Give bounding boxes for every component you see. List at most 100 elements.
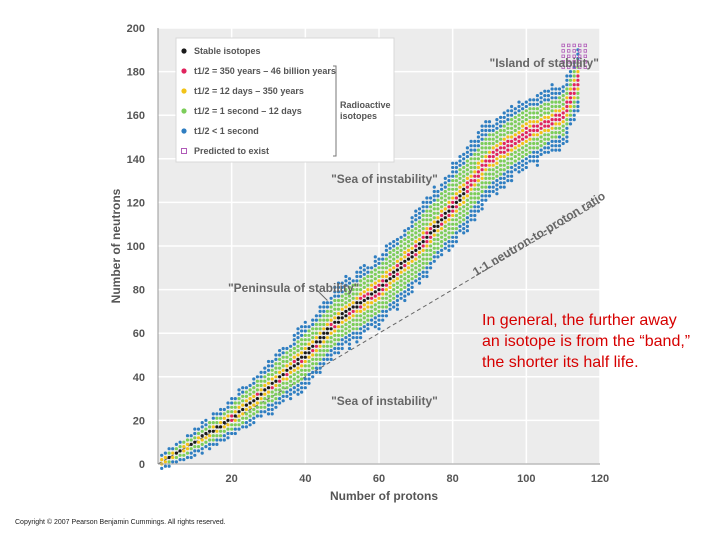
short-halflife-point <box>532 115 536 119</box>
very-short-halflife-point <box>189 455 193 460</box>
long-halflife-point <box>568 96 573 100</box>
very-short-halflife-point <box>572 118 576 122</box>
very-short-halflife-point <box>506 118 510 122</box>
short-halflife-point <box>252 407 256 412</box>
long-halflife-point <box>440 222 444 226</box>
short-halflife-point <box>381 266 385 270</box>
medium-halflife-point <box>266 381 271 385</box>
short-halflife-point <box>373 307 377 311</box>
very-short-halflife-point <box>557 144 562 148</box>
short-halflife-point <box>167 451 171 455</box>
stable-isotope-point <box>244 403 248 407</box>
very-short-halflife-point <box>215 438 219 442</box>
long-halflife-point <box>506 139 510 143</box>
very-short-halflife-point <box>370 322 374 327</box>
very-short-halflife-point <box>491 124 495 128</box>
medium-halflife-point <box>300 364 304 368</box>
short-halflife-point <box>554 104 558 109</box>
short-halflife-point <box>399 248 403 252</box>
very-short-halflife-point <box>226 436 230 440</box>
long-halflife-point <box>546 120 551 124</box>
short-halflife-point <box>502 163 506 167</box>
very-short-halflife-point <box>333 351 337 355</box>
very-short-halflife-point <box>568 74 573 78</box>
medium-halflife-point <box>495 161 499 165</box>
short-halflife-point <box>307 359 311 364</box>
very-short-halflife-point <box>292 390 296 394</box>
very-short-halflife-point <box>193 431 197 436</box>
short-halflife-point <box>469 161 473 165</box>
short-halflife-point <box>510 152 514 156</box>
very-short-halflife-point <box>410 285 414 289</box>
predicted-isotopes <box>561 43 587 69</box>
medium-halflife-point <box>366 288 370 292</box>
short-halflife-point <box>495 131 499 135</box>
short-halflife-point <box>395 255 399 259</box>
short-halflife-point <box>278 366 282 370</box>
short-halflife-point <box>462 213 466 218</box>
short-halflife-point <box>436 211 440 215</box>
short-halflife-point <box>373 277 377 281</box>
medium-halflife-point <box>196 440 201 444</box>
very-short-halflife-point <box>565 131 569 135</box>
x-tick-label: 100 <box>517 473 535 485</box>
very-short-halflife-point <box>451 235 455 239</box>
short-halflife-point <box>392 257 396 261</box>
medium-halflife-point <box>384 288 388 292</box>
short-halflife-point <box>388 298 392 303</box>
long-halflife-point <box>495 152 499 156</box>
short-halflife-point <box>554 100 558 104</box>
short-halflife-point <box>543 102 547 106</box>
predicted-isotope-point <box>578 60 582 64</box>
medium-halflife-point <box>370 288 374 292</box>
medium-halflife-point <box>366 305 370 309</box>
stable-isotope-point <box>174 451 178 455</box>
short-halflife-point <box>373 312 377 316</box>
very-short-halflife-point <box>513 111 517 115</box>
short-halflife-point <box>322 322 326 327</box>
short-halflife-point <box>414 235 418 239</box>
short-halflife-point <box>263 397 267 401</box>
x-tick-label: 60 <box>373 473 385 485</box>
axes <box>157 28 600 465</box>
short-halflife-point <box>524 118 528 122</box>
short-halflife-point <box>454 174 458 178</box>
long-halflife-point <box>487 155 492 159</box>
short-halflife-point <box>266 394 271 398</box>
short-halflife-point <box>432 250 436 255</box>
very-short-halflife-point <box>248 383 252 388</box>
very-short-halflife-point <box>443 242 447 246</box>
very-short-halflife-point <box>469 152 473 156</box>
short-halflife-point <box>329 314 333 318</box>
long-halflife-point <box>557 113 562 117</box>
short-halflife-point <box>318 349 322 353</box>
short-halflife-point <box>340 325 344 329</box>
very-short-halflife-point <box>388 246 392 250</box>
short-halflife-point <box>465 203 469 207</box>
very-short-halflife-point <box>307 373 311 377</box>
short-halflife-point <box>185 438 190 442</box>
short-halflife-point <box>388 290 392 294</box>
very-short-halflife-point <box>447 244 451 248</box>
very-short-halflife-point <box>495 183 499 187</box>
very-short-halflife-point <box>219 412 223 416</box>
short-halflife-point <box>465 168 469 172</box>
very-short-halflife-point <box>292 342 296 346</box>
short-halflife-point <box>484 181 488 185</box>
stable-isotope-point <box>447 209 451 213</box>
short-halflife-point <box>399 283 403 287</box>
very-short-halflife-point <box>528 159 532 163</box>
short-halflife-point <box>425 209 429 213</box>
medium-halflife-point <box>462 183 466 187</box>
very-short-halflife-point <box>480 137 484 141</box>
very-short-halflife-point <box>484 198 488 202</box>
short-halflife-point <box>307 333 311 337</box>
medium-halflife-point <box>476 161 480 165</box>
short-halflife-point <box>499 128 503 133</box>
short-halflife-point <box>499 159 503 163</box>
very-short-halflife-point <box>204 423 208 427</box>
short-halflife-point <box>447 235 451 239</box>
short-halflife-point <box>274 370 278 374</box>
very-short-halflife-point <box>370 266 374 270</box>
legend-item-label: t1/2 = 1 second – 12 days <box>194 106 302 116</box>
